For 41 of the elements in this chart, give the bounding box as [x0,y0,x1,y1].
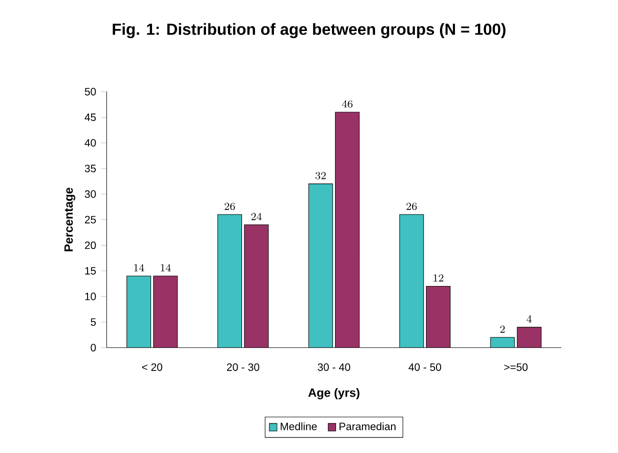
y-tick-label: 15 [85,267,96,275]
x-tick-label: 40 - 50 [408,363,442,371]
data-label: 12 [434,274,444,282]
bar [244,224,269,348]
y-tick-label: 40 [84,139,96,147]
y-tick-label: 45 [84,114,96,121]
legend-label: Medline [280,422,317,430]
x-tick-label: < 20 [142,363,162,371]
x-tick-label: >=50 [504,363,528,371]
bar [308,184,333,348]
data-label: 46 [342,100,353,108]
y-tick-label: 20 [84,241,96,250]
bar [217,214,242,348]
data-label: 14 [134,264,144,272]
y-tick-label: 5 [90,318,96,326]
y-axis-title: Percentage [64,188,76,252]
bar [126,276,152,348]
bar [426,286,451,348]
data-label: 26 [224,202,235,210]
data-label: 32 [315,172,326,180]
y-tick-label: 30 [84,190,96,198]
bar [335,112,360,348]
data-label: 4 [526,315,532,322]
chart-title: Fig. 1: Distribution of age between groups (N = 100) [112,23,506,38]
data-label: 24 [251,212,262,220]
bar [490,337,515,348]
data-label: 14 [160,264,171,272]
bar [153,276,178,348]
legend-label: Paramedian [340,422,396,430]
x-tick-label: 20 - 30 [227,363,260,371]
y-tick-label: 10 [85,292,96,300]
x-tick-label: 30 - 40 [318,363,350,371]
y-tick-label: 0 [90,344,96,352]
x-axis-title: Age (yrs) [308,388,360,400]
y-tick-label: 35 [84,164,96,172]
y-tick-label: 25 [84,216,96,224]
y-tick-label: 50 [84,88,96,96]
data-label: 2 [500,326,505,333]
bar [516,326,542,348]
bar [399,214,424,348]
data-label: 26 [406,202,417,210]
